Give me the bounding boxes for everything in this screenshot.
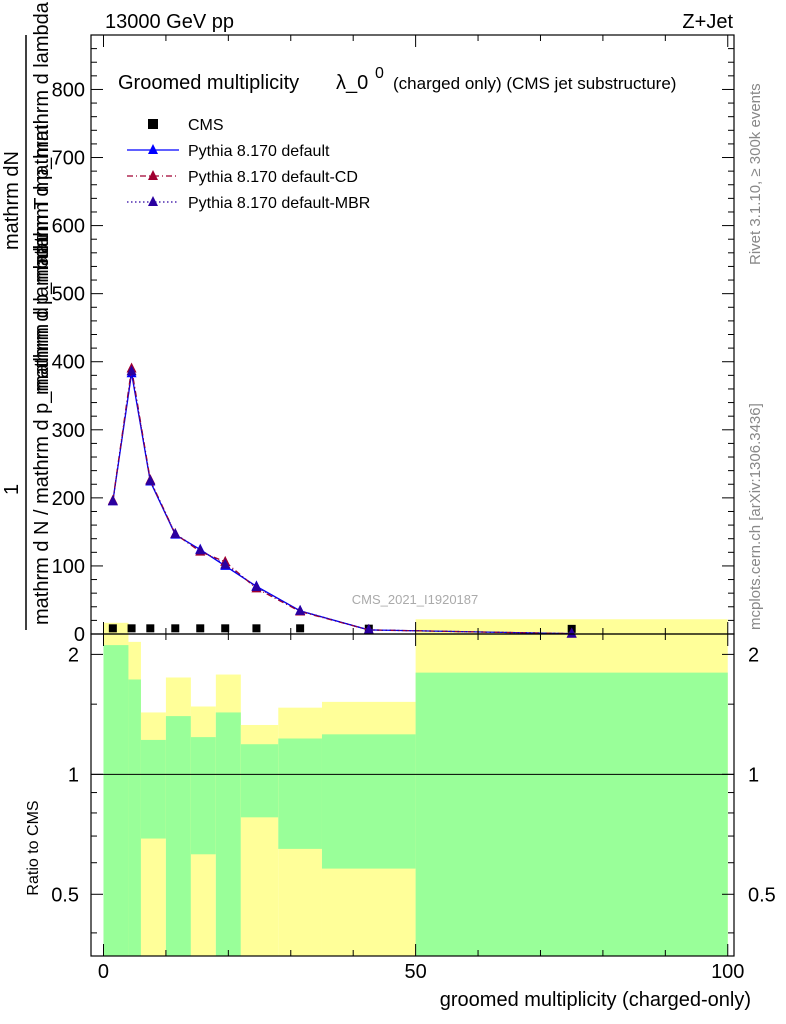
series-line bbox=[112, 373, 572, 635]
x-tick-label: 0 bbox=[98, 961, 109, 983]
ratio-tick-label-right: 2 bbox=[748, 644, 759, 666]
legend-marker-triangle bbox=[148, 144, 158, 154]
data-point-mc bbox=[195, 544, 206, 555]
axis-ticks: 0 50 100 0 100 200 300 400 500 600 700 800 0.5 0.5 1 1 2… bbox=[51, 35, 776, 983]
ratio-band-green bbox=[190, 737, 216, 855]
ylabel-line3: mathrm d p_mathrm T mathrm bbox=[31, 125, 53, 395]
y-tick-label: 700 bbox=[52, 148, 85, 170]
y-tick-label: 800 bbox=[52, 79, 85, 101]
ratio-band-green bbox=[128, 679, 141, 956]
x-tick-label: 100 bbox=[711, 961, 744, 983]
data-point-cms bbox=[221, 624, 230, 633]
ylabel-line1: mathrm dN bbox=[1, 151, 23, 250]
plot-title-lambda: λ_0 bbox=[336, 72, 368, 94]
data-point-mc bbox=[145, 474, 156, 485]
data-point-mc bbox=[126, 365, 137, 376]
ratio-band-green bbox=[240, 744, 279, 818]
y-tick-label: 100 bbox=[52, 556, 85, 578]
ratio-tick-label-right: 0.5 bbox=[748, 884, 776, 906]
legend: CMS Pythia 8.170 default Pythia 8.170 defa… bbox=[127, 117, 370, 212]
process-label: Z+Jet bbox=[682, 11, 733, 33]
plot-title-suffix: (charged only) (CMS jet substructure) bbox=[393, 74, 676, 93]
series-line bbox=[112, 371, 572, 635]
ratio-tick-label-right: 1 bbox=[748, 764, 759, 786]
ratio-band-green bbox=[278, 738, 322, 849]
series-line bbox=[112, 368, 572, 635]
legend-label: Pythia 8.170 default-MBR bbox=[188, 195, 370, 212]
data-point-cms bbox=[196, 624, 205, 633]
data-point-mc bbox=[363, 623, 374, 634]
ylabel-line2: mathrm d p_mathrm d lambda bbox=[31, 1, 53, 270]
ratio-band-green bbox=[415, 672, 728, 956]
rivet-label: Rivet 3.1.10, ≥ 300k events bbox=[747, 83, 764, 265]
data-point-cms bbox=[296, 624, 305, 633]
data-point-mc bbox=[170, 527, 181, 538]
legend-marker-triangle bbox=[148, 170, 158, 180]
ratio-tick-label-left: 1 bbox=[68, 764, 79, 786]
x-tick-label: 50 bbox=[404, 961, 426, 983]
legend-marker-triangle bbox=[148, 196, 158, 206]
ratio-tick-label-left: 0.5 bbox=[51, 884, 79, 906]
data-point-mc bbox=[251, 581, 262, 592]
data-point-mc bbox=[566, 627, 577, 638]
plot-title-main: Groomed multiplicity bbox=[118, 72, 299, 94]
y-axis-label-ratio: Ratio to CMS bbox=[25, 800, 42, 895]
legend-label: Pythia 8.170 default-CD bbox=[188, 169, 358, 186]
legend-label: Pythia 8.170 default bbox=[188, 143, 330, 160]
data-point-mc bbox=[220, 558, 231, 569]
y-tick-label: 400 bbox=[52, 352, 85, 374]
legend-marker-square bbox=[148, 119, 158, 129]
ratio-band-green bbox=[165, 716, 191, 956]
x-axis-label: groomed multiplicity (charged-only) bbox=[440, 989, 751, 1011]
ratio-tick-label-left: 2 bbox=[68, 644, 79, 666]
y-axis-label-top: mathrm dN mathrm d p_mathrm d lambda mat… bbox=[1, 1, 53, 630]
data-point-cms bbox=[252, 624, 261, 633]
data-point-mc bbox=[295, 604, 306, 615]
y-tick-label: 600 bbox=[52, 216, 85, 238]
data-point-cms bbox=[171, 624, 180, 633]
main-series bbox=[107, 362, 577, 638]
plot-title-superscript: 0 bbox=[375, 65, 384, 82]
legend-label: CMS bbox=[188, 117, 224, 134]
data-point-cms bbox=[108, 624, 117, 633]
ratio-band-green bbox=[103, 645, 129, 956]
ratio-band-green bbox=[215, 712, 241, 956]
data-point-cms bbox=[146, 624, 155, 633]
analysis-watermark: CMS_2021_I1920187 bbox=[352, 592, 479, 607]
y-tick-label: 500 bbox=[52, 284, 85, 306]
ratio-band-green bbox=[140, 739, 166, 839]
ratio-bands bbox=[103, 619, 728, 956]
ylabel-frac-num: 1 bbox=[1, 484, 23, 495]
ratio-panel-frame bbox=[90, 633, 735, 957]
y-tick-label: 300 bbox=[52, 420, 85, 442]
data-point-mc bbox=[107, 495, 118, 506]
y-tick-label: 0 bbox=[74, 624, 85, 646]
plot-title: Groomed multiplicity λ_0 0 (charged only… bbox=[118, 65, 676, 94]
ylabel-frac-den: mathrm d N / mathrm d p_mathrm d lambda bbox=[31, 235, 53, 625]
mcplots-label: mcplots.cern.ch [arXiv:1306.3436] bbox=[747, 403, 764, 630]
energy-label: 13000 GeV pp bbox=[105, 11, 234, 33]
ratio-band-green bbox=[321, 734, 416, 869]
data-point-cms bbox=[127, 624, 136, 633]
y-tick-label: 200 bbox=[52, 488, 85, 510]
